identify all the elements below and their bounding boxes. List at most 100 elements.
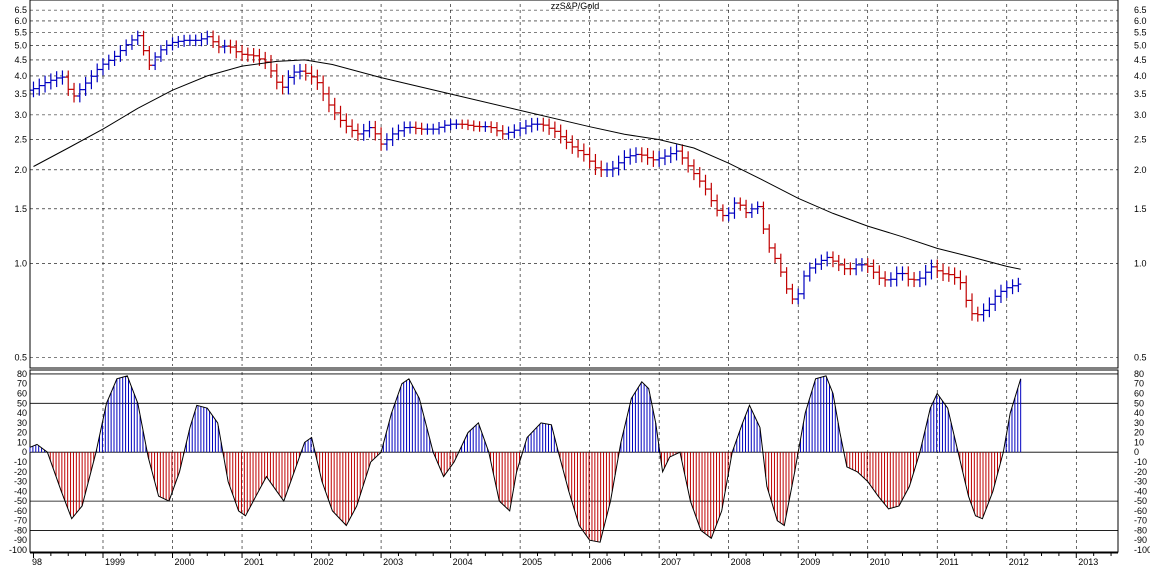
ohlc-bar [679, 144, 686, 165]
ohlc-bar [378, 127, 385, 151]
ohlc-bar [598, 160, 605, 178]
oscillator-ticks-left: 80706050403020100-10-20-30-40-50-60-70-8… [9, 369, 27, 555]
ohlc-bar [719, 204, 726, 222]
ohlc-bar [279, 75, 286, 95]
oscillator-tick-right: 60 [1134, 389, 1144, 399]
ohlc-bar [615, 155, 622, 176]
ohlc-bar [441, 120, 448, 133]
ohlc-bar [789, 283, 796, 305]
ohlc-bar [308, 66, 315, 85]
ohlc-bar [540, 117, 547, 132]
ohlc-bar [192, 34, 199, 47]
ohlc-bar [951, 267, 958, 285]
ohlc-bar [366, 120, 373, 138]
ohlc-bar [911, 272, 918, 288]
ohlc-bar [627, 148, 634, 165]
oscillator-tick-right: -10 [1134, 457, 1147, 467]
ohlc-bar [841, 258, 848, 276]
ohlc-bar [737, 197, 744, 211]
x-tick-label: 2000 [175, 557, 195, 567]
oscillator-tick-right: -90 [1134, 535, 1147, 545]
ohlc-bar [186, 34, 193, 46]
ohlc-bar [30, 81, 37, 98]
ohlc-bar [992, 289, 999, 312]
ohlc-bar [708, 182, 715, 207]
x-tick-label: 2002 [314, 557, 334, 567]
ohlc-bar [210, 30, 217, 48]
ohlc-bar [893, 266, 900, 287]
oscillator-tick-right: 20 [1134, 428, 1144, 438]
ohlc-bar [424, 123, 431, 135]
ohlc-bar [621, 150, 628, 171]
ohlc-bar [204, 30, 211, 45]
ohlc-bar [714, 194, 721, 217]
ohlc-bar [76, 83, 83, 103]
ohlc-bar [829, 251, 836, 268]
oscillator-tick-left: -100 [9, 545, 27, 555]
ohlc-bar [580, 143, 587, 162]
ohlc-bar [824, 251, 831, 267]
ohlc-bar [853, 258, 860, 276]
ohlc-bar [725, 207, 732, 222]
ohlc-bar [459, 119, 466, 130]
ohlc-bar [818, 254, 825, 270]
oscillator-panel: 80706050403020100-10-20-30-40-50-60-70-8… [9, 369, 1150, 555]
ohlc-bar [42, 75, 49, 93]
price-tick-left: 4.5 [14, 55, 27, 65]
ohlc-bar [82, 76, 89, 96]
ohlc-bar [215, 35, 222, 54]
ohlc-bar [777, 253, 784, 277]
ohlc-bar [575, 139, 582, 158]
ohlc-bar [986, 297, 993, 318]
ohlc-bar [940, 263, 947, 282]
ohlc-bar [511, 124, 518, 139]
x-tick-label: 2005 [522, 557, 542, 567]
ohlc-bar [198, 32, 205, 47]
x-tick-label: 2011 [939, 557, 958, 567]
ohlc-bar [354, 123, 361, 141]
moving-average-line [33, 59, 1021, 270]
ohlc-bar [325, 86, 332, 113]
oscillator-tick-left: -50 [14, 496, 27, 506]
ohlc-bar [685, 151, 692, 173]
oscillator-tick-right: 0 [1134, 447, 1139, 457]
ohlc-bar [557, 124, 564, 144]
oscillator-tick-right: -100 [1134, 545, 1150, 555]
ohlc-bar [667, 146, 674, 164]
oscillator-tick-left: -80 [14, 525, 27, 535]
ohlc-bar [644, 147, 651, 165]
oscillator-tick-right: -20 [1134, 467, 1147, 477]
ohlc-bar [702, 174, 709, 196]
ohlc-bar [505, 126, 512, 140]
ohlc-bar [673, 144, 680, 161]
ohlc-bar [847, 262, 854, 276]
ohlc-bar [922, 264, 929, 286]
ohlc-bar [146, 45, 153, 70]
oscillator-tick-right: 50 [1134, 398, 1144, 408]
ohlc-bar [233, 40, 240, 59]
oscillator-tick-left: 0 [22, 447, 27, 457]
ohlc-bar [835, 254, 842, 272]
x-tick-label: 98 [32, 557, 42, 567]
price-tick-left: 4.0 [14, 71, 27, 81]
ohlc-bar [1009, 279, 1016, 295]
ohlc-bar [945, 266, 952, 282]
ohlc-bar [934, 259, 941, 279]
ohlc-bar [690, 159, 697, 181]
price-tick-right: 5.0 [1134, 41, 1147, 51]
x-tick-label: 2009 [800, 557, 820, 567]
price-tick-left: 1.0 [14, 259, 27, 269]
oscillator-tick-left: -20 [14, 467, 27, 477]
ohlc-bar [157, 44, 164, 62]
ohlc-bar [65, 70, 72, 96]
ohlc-bar [117, 45, 124, 62]
price-tick-left: 6.5 [14, 5, 27, 15]
price-tick-right: 3.0 [1134, 110, 1147, 120]
ohlc-bar [1003, 281, 1010, 298]
ohlc-bar [418, 122, 425, 135]
ohlc-bar [980, 303, 987, 322]
ohlc-bar [546, 118, 553, 135]
ohlc-bar [522, 119, 529, 135]
ohlc-bar [169, 37, 176, 51]
